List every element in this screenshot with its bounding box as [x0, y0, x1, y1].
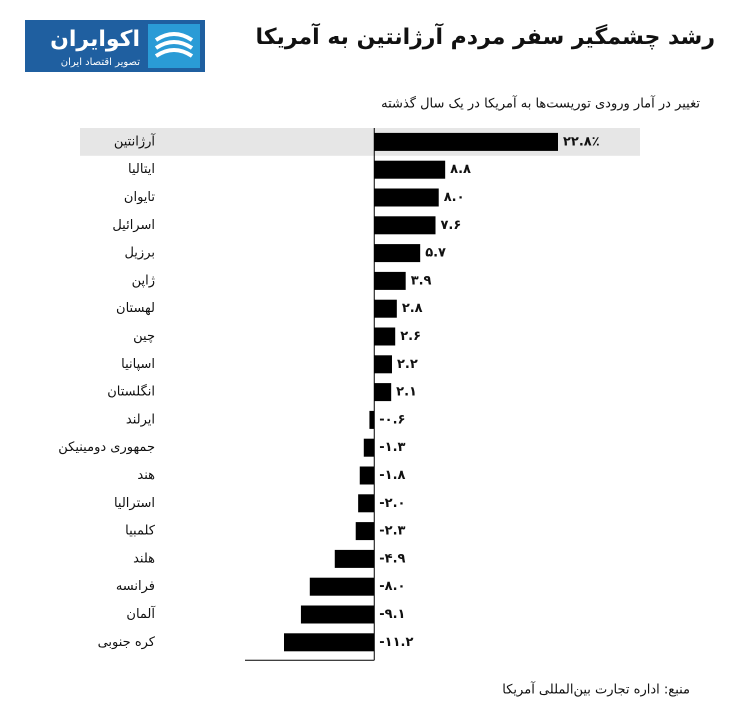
category-label: آرژانتین [114, 132, 157, 149]
chart-subtitle: تغییر در آمار ورودی توریست‌ها به آمریکا … [381, 95, 700, 112]
bar [374, 327, 396, 346]
value-label: -۲.۳ [379, 524, 405, 539]
value-label: ۲.۸ [402, 301, 423, 316]
category-label: تایوان [124, 190, 155, 205]
category-label: هلند [133, 551, 155, 566]
bar [374, 299, 397, 318]
category-label: لهستان [116, 301, 155, 316]
bar [374, 132, 558, 151]
value-label: ۸.۰ [444, 190, 465, 205]
bar [358, 494, 375, 513]
value-label: ۲۲.۸٪ [563, 134, 600, 149]
category-label: ایتالیا [128, 162, 155, 177]
logo-name: اکوایران [50, 27, 140, 52]
value-label: -۱۱.۲ [379, 635, 413, 650]
category-label: اسرائیل [112, 218, 155, 233]
category-label: استرالیا [114, 496, 155, 511]
value-label: ۵.۷ [425, 246, 446, 261]
logo-mark [154, 32, 194, 58]
category-label: کلمبیا [125, 524, 156, 539]
value-label: -۲.۰ [379, 496, 405, 511]
logo-tagline: تصویر اقتصاد ایران [61, 57, 140, 68]
value-label: -۴.۹ [379, 551, 405, 566]
value-label: -۱.۳ [379, 440, 405, 455]
bar [284, 633, 375, 652]
category-label: ایرلند [126, 412, 155, 427]
category-label: چین [133, 329, 155, 344]
bar [374, 271, 406, 290]
category-label: اسپانیا [121, 357, 155, 372]
value-label: ۸.۸ [450, 162, 471, 177]
category-label: جمهوری دومینیکن [58, 440, 155, 455]
bar [300, 605, 375, 624]
bar [309, 577, 375, 596]
value-label: -۰.۶ [379, 412, 405, 427]
bar [374, 383, 392, 402]
value-label: ۳.۹ [411, 273, 432, 288]
bar [355, 522, 375, 541]
chart-title: رشد چشمگیر سفر مردم آرژانتین به آمریکا [256, 22, 716, 50]
value-label: -۸.۰ [379, 579, 405, 594]
bar [374, 188, 439, 207]
category-label: ژاپن [132, 273, 155, 288]
value-label: ۲.۶ [400, 329, 421, 344]
bar [374, 244, 421, 263]
category-label: آلمان [126, 605, 156, 622]
value-label: ۲.۱ [396, 385, 417, 400]
bar [334, 549, 375, 568]
bar [374, 160, 446, 179]
source: منبع: اداره تجارت بین‌المللی آمریکا [502, 681, 690, 698]
bar [369, 410, 375, 429]
bar [363, 438, 375, 457]
category-label: برزیل [124, 246, 155, 261]
value-label: -۱.۸ [379, 468, 405, 483]
value-label: ۲.۲ [397, 357, 418, 372]
category-label: کره جنوبی [98, 635, 156, 650]
bar [374, 216, 436, 235]
category-label: فرانسه [116, 579, 155, 594]
category-label: هند [137, 468, 155, 483]
value-label: ۷.۶ [441, 218, 462, 233]
category-label: انگلستان [107, 384, 155, 400]
value-label: -۹.۱ [379, 607, 405, 622]
bar [359, 466, 375, 485]
bar [374, 355, 392, 374]
